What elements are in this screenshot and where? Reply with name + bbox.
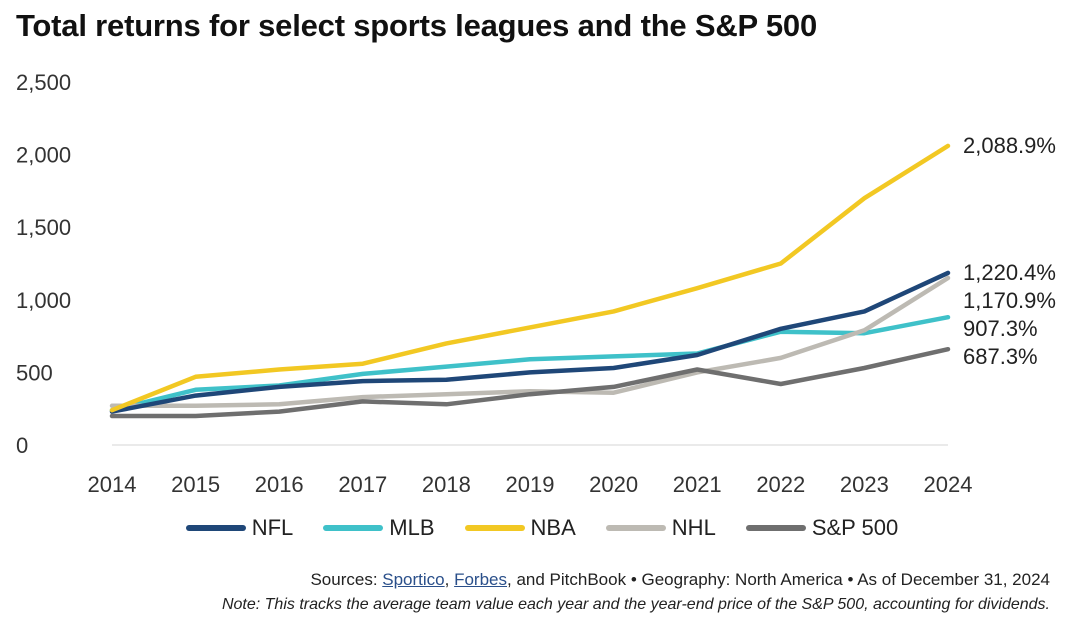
series-line-mlb — [109, 314, 951, 413]
x-tick-label: 2023 — [840, 472, 889, 497]
end-label-sp500: 687.3% — [963, 344, 1038, 369]
series-line-nba — [109, 143, 951, 413]
y-tick-label: 2,500 — [16, 70, 71, 95]
x-tick-label: 2021 — [673, 472, 722, 497]
source-link-forbes[interactable]: Forbes — [454, 570, 508, 589]
legend-label-nba: NBA — [530, 515, 576, 540]
x-tick-label: 2016 — [255, 472, 304, 497]
legend-swatch-sp500 — [745, 525, 806, 531]
series-line-nhl — [109, 275, 951, 409]
legend-label-sp500: S&P 500 — [811, 515, 899, 540]
legend: NFL MLB NBA NHL S&P 500 — [0, 515, 1084, 541]
y-tick-label: 1,500 — [16, 215, 71, 240]
end-label-nfl: 1,220.4% — [963, 260, 1056, 285]
legend-item-sp500: S&P 500 — [745, 515, 899, 541]
end-label-nhl: 1,170.9% — [963, 288, 1056, 313]
legend-label-nfl: NFL — [251, 515, 294, 540]
x-tick-label: 2017 — [338, 472, 387, 497]
y-axis-ticks: 2,500 2,000 1,500 1,000 500 0 — [16, 70, 71, 458]
x-tick-label: 2022 — [756, 472, 805, 497]
legend-swatch-nba — [464, 525, 525, 531]
end-labels: 2,088.9% 1,220.4% 1,170.9% 907.3% 687.3% — [963, 133, 1056, 369]
legend-item-mlb: MLB — [323, 515, 435, 541]
y-tick-label: 1,000 — [16, 288, 71, 313]
sources-line: Sources: Sportico, Forbes, and PitchBook… — [310, 570, 1050, 590]
end-label-mlb: 907.3% — [963, 316, 1038, 341]
series-line-nfl — [109, 270, 951, 414]
legend-label-nhl: NHL — [671, 515, 716, 540]
x-tick-label: 2015 — [171, 472, 220, 497]
source-link-sportico[interactable]: Sportico — [382, 570, 445, 589]
legend-item-nfl: NFL — [185, 515, 294, 541]
legend-swatch-mlb — [323, 525, 384, 531]
x-tick-label: 2020 — [589, 472, 638, 497]
legend-item-nba: NBA — [464, 515, 576, 541]
chart-title: Total returns for select sports leagues … — [16, 8, 817, 43]
x-tick-label: 2019 — [506, 472, 555, 497]
legend-item-nhl: NHL — [605, 515, 716, 541]
legend-swatch-nfl — [185, 525, 246, 531]
footnote: Note: This tracks the average team value… — [221, 596, 1050, 613]
y-tick-label: 500 — [16, 360, 53, 385]
sources-suffix: , and PitchBook • Geography: North Ameri… — [507, 570, 1050, 589]
sources-prefix: Sources: — [310, 570, 383, 589]
y-tick-label: 2,000 — [16, 143, 71, 168]
y-tick-label: 0 — [16, 433, 28, 458]
x-axis-ticks: 2014 2015 2016 2017 2018 2019 2020 2021 2022 2023… — [88, 472, 973, 497]
sources-separator: , — [444, 570, 455, 589]
end-label-nba: 2,088.9% — [963, 133, 1056, 158]
x-tick-label: 2014 — [88, 472, 137, 497]
legend-swatch-nhl — [605, 525, 666, 531]
x-tick-label: 2018 — [422, 472, 471, 497]
legend-label-mlb: MLB — [389, 515, 435, 540]
series-line-sp500 — [109, 346, 951, 419]
x-tick-label: 2024 — [924, 472, 973, 497]
series-lines — [109, 143, 951, 419]
